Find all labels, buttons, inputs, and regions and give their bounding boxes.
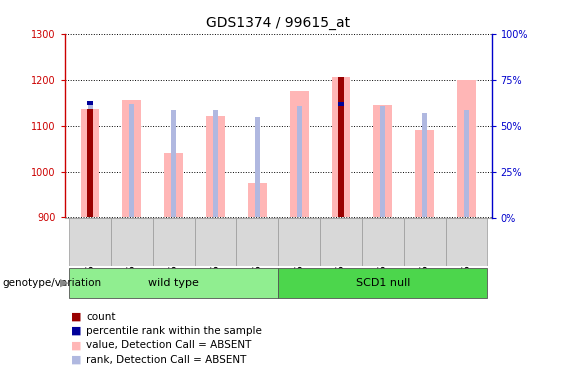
Text: ■: ■ <box>71 340 81 350</box>
Bar <box>87 109 93 217</box>
FancyBboxPatch shape <box>362 217 404 266</box>
Text: percentile rank within the sample: percentile rank within the sample <box>86 326 262 336</box>
Bar <box>380 106 385 218</box>
Bar <box>415 130 434 218</box>
Bar <box>164 153 183 218</box>
Text: value, Detection Call = ABSENT: value, Detection Call = ABSENT <box>86 340 252 350</box>
Bar <box>290 91 308 218</box>
FancyBboxPatch shape <box>69 268 279 298</box>
Bar <box>123 100 141 218</box>
FancyBboxPatch shape <box>320 217 362 266</box>
Bar <box>373 105 392 218</box>
Text: ■: ■ <box>71 355 81 364</box>
Text: wild type: wild type <box>148 278 199 288</box>
Title: GDS1374 / 99615_at: GDS1374 / 99615_at <box>206 16 350 30</box>
Text: rank, Detection Call = ABSENT: rank, Detection Call = ABSENT <box>86 355 247 364</box>
Bar <box>88 105 93 218</box>
Bar <box>338 102 344 106</box>
Bar <box>332 77 350 218</box>
Bar <box>87 101 93 105</box>
Text: SCD1 null: SCD1 null <box>355 278 410 288</box>
FancyBboxPatch shape <box>404 217 446 266</box>
Bar <box>457 80 476 218</box>
Bar <box>464 110 469 218</box>
Text: ■: ■ <box>71 312 81 322</box>
Bar <box>213 110 218 218</box>
Text: count: count <box>86 312 116 322</box>
FancyBboxPatch shape <box>279 268 488 298</box>
FancyBboxPatch shape <box>111 217 153 266</box>
Bar <box>422 113 427 218</box>
FancyBboxPatch shape <box>446 217 488 266</box>
Bar <box>297 106 302 218</box>
Bar <box>338 106 344 218</box>
FancyBboxPatch shape <box>194 217 236 266</box>
Bar <box>248 183 267 218</box>
FancyBboxPatch shape <box>279 217 320 266</box>
FancyBboxPatch shape <box>69 217 111 266</box>
Bar <box>206 116 225 218</box>
Bar <box>338 77 344 218</box>
Text: genotype/variation: genotype/variation <box>3 278 102 288</box>
Text: ▶: ▶ <box>60 278 69 288</box>
FancyBboxPatch shape <box>153 217 194 266</box>
FancyBboxPatch shape <box>236 217 279 266</box>
Bar <box>255 117 260 218</box>
Bar <box>129 104 134 218</box>
Bar <box>171 111 176 218</box>
Text: ■: ■ <box>71 326 81 336</box>
Bar <box>81 109 99 217</box>
